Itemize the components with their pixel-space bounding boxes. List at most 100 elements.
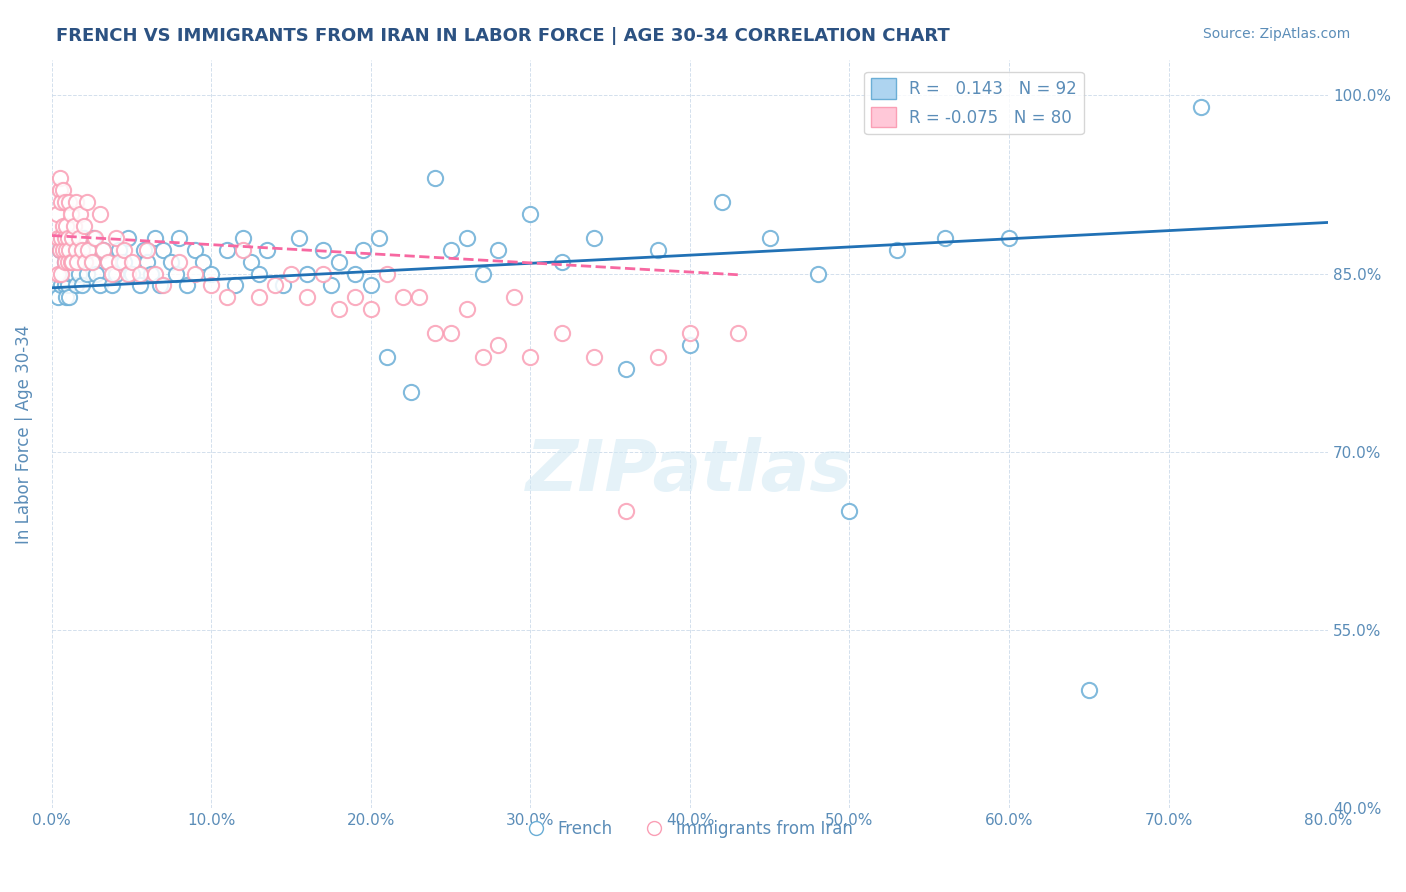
Point [56, 231, 79, 245]
Point [176, 278, 198, 293]
Point [48, 183, 70, 197]
Point [152, 243, 174, 257]
Point [710, 195, 733, 210]
Point [66, 254, 89, 268]
Point [328, 254, 350, 268]
Text: Source: ZipAtlas.com: Source: ZipAtlas.com [1202, 27, 1350, 41]
Point [200, 267, 222, 281]
Point [107, 254, 129, 268]
Point [59, 254, 82, 268]
Point [52, 183, 75, 197]
Point [53, 254, 76, 268]
Point [53, 195, 76, 210]
Point [679, 326, 702, 340]
Point [551, 326, 574, 340]
Point [679, 338, 702, 352]
Point [112, 243, 135, 257]
Point [52, 267, 75, 281]
Point [343, 290, 366, 304]
Point [488, 338, 510, 352]
Point [59, 254, 82, 268]
Point [67, 231, 90, 245]
Point [399, 385, 422, 400]
Point [104, 231, 127, 245]
Point [264, 278, 287, 293]
Point [65, 243, 87, 257]
Point [62, 231, 84, 245]
Point [117, 267, 139, 281]
Point [91, 243, 114, 257]
Point [375, 267, 398, 281]
Point [97, 254, 120, 268]
Point [614, 504, 637, 518]
Point [121, 267, 143, 281]
Point [224, 278, 246, 293]
Point [998, 231, 1021, 245]
Point [70, 278, 93, 293]
Point [52, 231, 75, 245]
Point [51, 278, 73, 293]
Point [519, 207, 541, 221]
Point [838, 504, 860, 518]
Point [256, 243, 278, 257]
Point [73, 231, 96, 245]
Point [295, 290, 318, 304]
Point [1077, 682, 1099, 697]
Point [806, 267, 828, 281]
Point [56, 254, 79, 268]
Point [63, 267, 86, 281]
Point [89, 207, 111, 221]
Point [136, 243, 159, 257]
Point [59, 267, 82, 281]
Point [128, 267, 150, 281]
Point [614, 361, 637, 376]
Point [488, 243, 510, 257]
Text: ZIPatlas: ZIPatlas [526, 437, 853, 506]
Point [149, 278, 172, 293]
Point [56, 231, 79, 245]
Point [46, 267, 69, 281]
Legend: French, Immigrants from Iran: French, Immigrants from Iran [520, 814, 859, 845]
Point [89, 278, 111, 293]
Point [145, 267, 167, 281]
Point [439, 243, 461, 257]
Point [232, 243, 254, 257]
Point [55, 290, 77, 304]
Point [160, 254, 183, 268]
Point [62, 254, 84, 268]
Point [46, 231, 69, 245]
Point [117, 231, 139, 245]
Point [55, 243, 77, 257]
Point [240, 254, 263, 268]
Point [200, 278, 222, 293]
Point [80, 254, 103, 268]
Point [391, 290, 413, 304]
Point [63, 243, 86, 257]
Point [80, 254, 103, 268]
Point [288, 231, 311, 245]
Point [52, 243, 75, 257]
Point [217, 290, 239, 304]
Point [75, 254, 97, 268]
Point [59, 207, 82, 221]
Point [312, 267, 335, 281]
Point [62, 243, 84, 257]
Point [247, 290, 270, 304]
Point [83, 231, 105, 245]
Point [55, 243, 77, 257]
Point [519, 350, 541, 364]
Point [886, 243, 908, 257]
Point [295, 267, 318, 281]
Point [58, 243, 80, 257]
Point [217, 243, 239, 257]
Point [51, 267, 73, 281]
Point [136, 254, 159, 268]
Point [360, 302, 382, 317]
Point [107, 243, 129, 257]
Point [232, 231, 254, 245]
Point [352, 243, 374, 257]
Point [63, 219, 86, 233]
Point [312, 243, 335, 257]
Point [86, 267, 108, 281]
Point [48, 171, 70, 186]
